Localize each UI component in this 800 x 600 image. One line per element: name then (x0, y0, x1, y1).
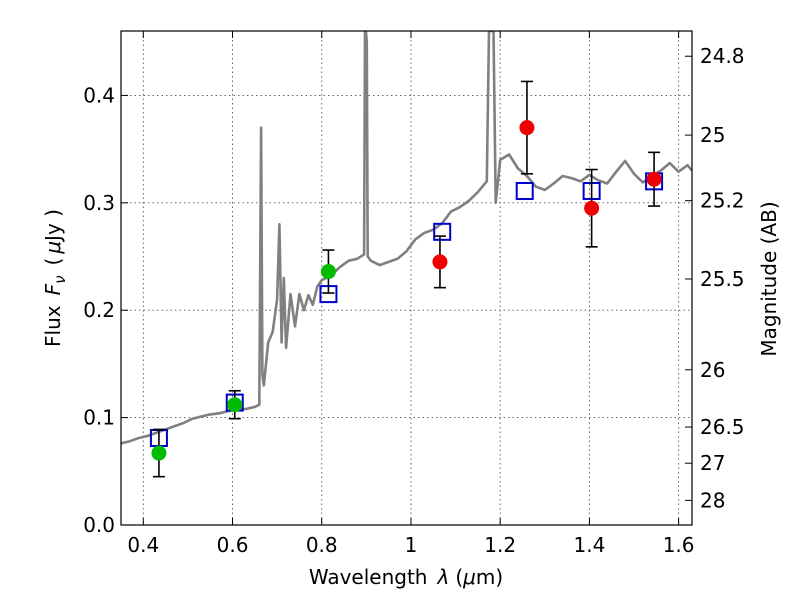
mag-tick-label: 26 (700, 358, 725, 382)
mag-tick-label: 26.5 (700, 415, 745, 439)
x-tick-label: 0.6 (217, 533, 249, 557)
y-tick-label: 0.4 (83, 83, 115, 107)
observed-point (151, 445, 167, 461)
model-photometry-point (433, 222, 452, 241)
x-tick-label: 0.4 (127, 533, 159, 557)
ticks (121, 31, 692, 526)
observed-point (320, 264, 336, 280)
observed-point (519, 120, 535, 136)
y2-axis-title: Magnitude (AB) (757, 201, 781, 356)
y-tick-label: 0.1 (83, 406, 115, 430)
y-tick-label: 0.3 (83, 191, 115, 215)
mag-tick-label: 25.5 (700, 267, 745, 291)
tick-labels: 0.4 0.6 0.8 1 1.2 1.4 1.6 0.0 0.1 0.2 0.3 0.4 24.8 25… (83, 44, 744, 557)
observed-point (432, 254, 448, 270)
x-tick-label: 0.8 (306, 533, 338, 557)
x-tick-label: 1 (405, 533, 418, 557)
mag-tick-label: 27 (700, 451, 725, 475)
mag-tick-label: 25 (700, 123, 725, 147)
observed-point (646, 171, 662, 187)
observed-point (227, 397, 243, 413)
x-tick-label: 1.4 (573, 533, 605, 557)
y-tick-label: 0.2 (83, 298, 115, 322)
plot-frame (120, 30, 693, 526)
mag-tick-label: 28 (700, 488, 725, 512)
y-tick-label: 0.0 (83, 513, 115, 537)
observed-point (584, 200, 600, 216)
x-tick-label: 1.2 (484, 533, 516, 557)
plot-area (121, 31, 692, 478)
model-photometry-point (515, 182, 534, 201)
y-axis-title: FluxFν(μJy ) (41, 209, 69, 347)
x-axis-title: Wavelength λ (μm) (309, 565, 503, 589)
model-spectrum-line (121, 31, 692, 445)
x-tick-label: 1.6 (663, 533, 695, 557)
mag-tick-label: 25.2 (700, 189, 745, 213)
mag-tick-label: 24.8 (700, 44, 745, 68)
